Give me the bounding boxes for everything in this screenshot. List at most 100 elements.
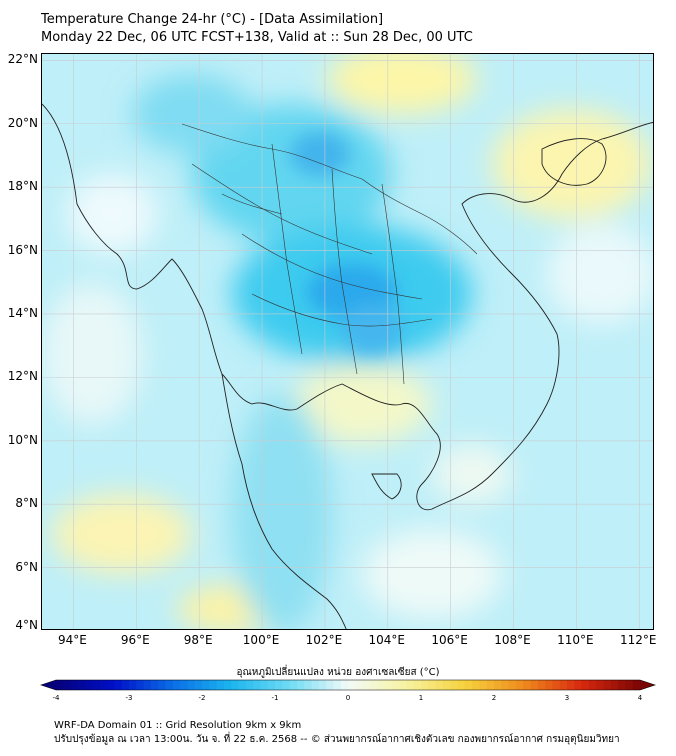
colorbar-segment [231, 680, 239, 690]
colorbar-segment [559, 680, 568, 690]
colorbar-segment [326, 680, 334, 690]
colorbar-segment [180, 680, 188, 690]
colorbar-segment [494, 680, 502, 690]
latitude-label: 10°N [7, 432, 38, 447]
latitude-label: 18°N [7, 179, 38, 194]
colorbar-segment [508, 680, 517, 690]
colorbar-segment [442, 680, 451, 690]
colorbar-segment [107, 680, 115, 690]
colorbar-segment [625, 680, 634, 690]
colorbar-segment [202, 680, 210, 690]
colorbar-segment [238, 680, 247, 690]
colorbar-segment [311, 680, 320, 690]
colorbar-segment [537, 680, 546, 690]
temperature-change-map [42, 54, 653, 629]
latitude-label: 20°N [7, 115, 38, 130]
colorbar-segment [165, 680, 174, 690]
colorbar-segment [318, 680, 327, 690]
colorbar-tick-label: -3 [125, 694, 133, 702]
colorbar-segment [355, 680, 364, 690]
latitude-label: 22°N [7, 52, 38, 67]
colorbar-segment [515, 680, 524, 690]
colorbar-segment [567, 680, 575, 690]
colorbar-segment [464, 680, 473, 690]
latitude-label: 16°N [7, 242, 38, 257]
colorbar-segment [530, 680, 539, 690]
colorbar-segment [369, 680, 378, 690]
colorbar-tick-label: 2 [491, 694, 497, 702]
colorbar-tick-label: 1 [418, 694, 424, 702]
longitude-label: 104°E [368, 633, 406, 647]
colorbar-segment [304, 680, 312, 690]
colorbar-segment [114, 680, 123, 690]
coastlines [42, 103, 653, 629]
colorbar-segment [377, 680, 385, 690]
latitude-label: 8°N [15, 496, 38, 511]
colorbar-segment [472, 680, 480, 690]
colorbar-segment [399, 680, 407, 690]
colorbar [40, 679, 656, 691]
longitude-label: 108°E [494, 633, 531, 647]
colorbar-segment [333, 680, 342, 690]
graticule [42, 54, 653, 629]
colorbar-min-extend [41, 680, 56, 690]
colorbar-segment [421, 680, 429, 690]
longitude-label: 102°E [305, 633, 343, 647]
colorbar-max-extend [640, 680, 655, 690]
colorbar-segment [596, 680, 604, 690]
colorbar-segment [56, 680, 64, 690]
colorbar-segment [158, 680, 166, 690]
longitude-label: 106°E [431, 633, 468, 647]
colorbar-segment [253, 680, 261, 690]
latitude-label: 6°N [15, 559, 38, 574]
longitude-label: 112°E [620, 633, 657, 647]
latitude-label: 14°N [7, 305, 38, 320]
colorbar-tick-label: -1 [271, 694, 279, 702]
map-panel [41, 53, 654, 630]
province-borders [181, 123, 478, 385]
colorbar-title: อุณหภูมิเปลี่ยนแปลง หน่วย องศาเซลเซียส (… [236, 667, 440, 678]
colorbar-segment [260, 680, 269, 690]
colorbar-segment [340, 680, 349, 690]
colorbar-segment [275, 680, 283, 690]
longitude-label: 110°E [557, 633, 594, 647]
colorbar-segment [391, 680, 400, 690]
colorbar-segment [632, 680, 641, 690]
colorbar-segment [362, 680, 371, 690]
colorbar-segment [486, 680, 495, 690]
colorbar-segment [501, 680, 510, 690]
colorbar-segment [618, 680, 626, 690]
colorbar-outline [40, 679, 656, 691]
colorbar-segment [289, 680, 298, 690]
map-title: Temperature Change 24-hr (°C) - [Data As… [41, 12, 384, 27]
colorbar-tick-label: 4 [637, 694, 643, 702]
colorbar-segment [223, 680, 232, 690]
colorbar-segment [545, 680, 553, 690]
colorbar-segment [428, 680, 437, 690]
colorbar-segment [143, 680, 152, 690]
colorbar-segment [172, 680, 181, 690]
colorbar-segment [413, 680, 422, 690]
footer-credit: ปรับปรุงข้อมูล ณ เวลา 13:00น. วัน จ. ที่… [54, 734, 620, 745]
colorbar-segment [136, 680, 145, 690]
colorbar-segment [450, 680, 458, 690]
colorbar-segment [523, 680, 531, 690]
colorbar-segment [150, 680, 159, 690]
footer-model-info: WRF-DA Domain 01 :: Grid Resolution 9km … [54, 720, 302, 731]
colorbar-segment [209, 680, 218, 690]
latitude-label: 4°N [15, 618, 38, 632]
colorbar-segment [479, 680, 488, 690]
colorbar-segment [348, 680, 356, 690]
colorbar-segment [187, 680, 196, 690]
colorbar-segment [216, 680, 225, 690]
longitude-label: 96°E [120, 633, 150, 647]
map-subtitle: Monday 22 Dec, 06 UTC FCST+138, Valid at… [41, 30, 473, 45]
colorbar-segment [435, 680, 444, 690]
temperature-field [42, 54, 653, 629]
colorbar-segment [552, 680, 561, 690]
colorbar-tick-label: 0 [345, 694, 351, 702]
colorbar-tick-label: -2 [198, 694, 206, 702]
longitude-label: 94°E [57, 633, 87, 647]
colorbar-segment [85, 680, 93, 690]
colorbar-segment [245, 680, 254, 690]
